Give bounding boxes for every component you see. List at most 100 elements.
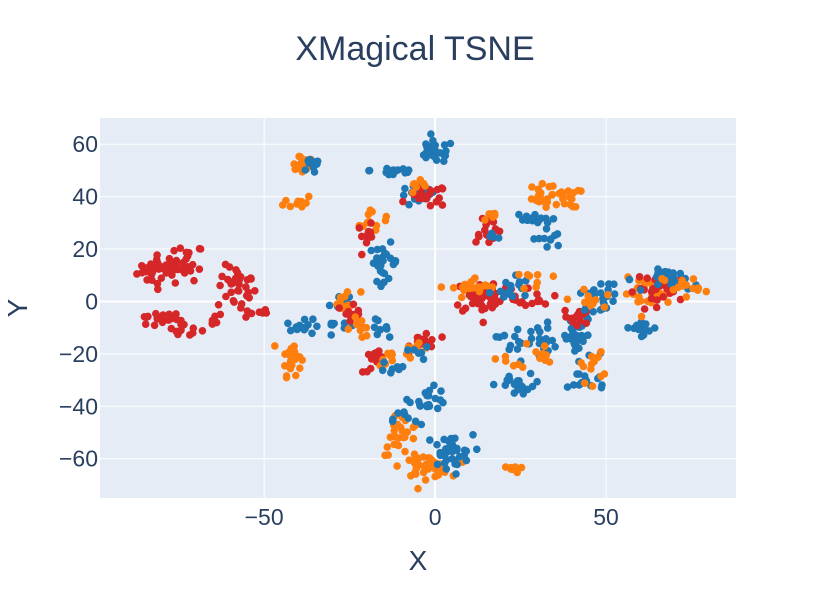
data-points	[133, 130, 711, 493]
data-point-red	[174, 330, 182, 339]
data-point-orange	[460, 286, 468, 295]
data-point-red	[190, 276, 198, 285]
data-point-blue	[327, 320, 335, 329]
data-point-blue	[580, 306, 589, 315]
data-point-blue	[551, 343, 559, 351]
data-point-blue	[383, 164, 391, 173]
data-point-blue	[373, 245, 382, 254]
data-point-orange	[534, 185, 543, 194]
data-point-blue	[400, 408, 408, 416]
data-point-blue	[386, 238, 395, 246]
data-point-red	[417, 188, 425, 197]
data-point-orange	[485, 210, 493, 218]
data-point-blue	[448, 440, 457, 449]
data-point-blue	[597, 289, 605, 297]
data-point-red	[438, 201, 447, 209]
data-point-orange	[414, 484, 422, 493]
data-point-orange	[281, 362, 289, 370]
data-point-orange	[290, 347, 299, 356]
data-point-orange	[482, 281, 491, 290]
data-point-blue	[554, 241, 562, 250]
data-point-blue	[370, 323, 379, 332]
data-point-orange	[286, 357, 295, 365]
data-point-red	[177, 320, 185, 329]
data-point-blue	[625, 275, 634, 284]
data-point-blue	[610, 290, 619, 298]
data-point-orange	[587, 352, 596, 361]
data-point-blue	[416, 400, 424, 409]
data-point-blue	[385, 333, 394, 341]
data-point-blue	[451, 434, 459, 443]
data-point-blue	[391, 257, 400, 265]
data-point-blue	[299, 323, 308, 332]
data-point-orange	[358, 333, 366, 342]
y-tick-label: 0	[85, 288, 98, 314]
data-point-red	[438, 333, 446, 341]
data-point-blue	[543, 243, 551, 251]
data-point-red	[426, 201, 435, 210]
data-point-orange	[282, 196, 290, 205]
data-point-blue	[433, 460, 442, 469]
data-point-blue	[301, 166, 310, 174]
data-point-red	[157, 274, 166, 283]
data-point-blue	[543, 318, 552, 327]
data-point-blue	[430, 381, 438, 390]
y-tick-label: 60	[72, 131, 98, 157]
data-point-blue	[404, 346, 412, 354]
data-point-blue	[365, 166, 373, 175]
data-point-red	[152, 309, 160, 318]
data-point-orange	[520, 284, 528, 293]
data-point-blue	[533, 377, 541, 386]
data-point-red	[230, 298, 238, 306]
data-point-red	[179, 258, 187, 267]
data-point-orange	[393, 462, 401, 470]
data-point-blue	[515, 210, 523, 219]
data-point-blue	[367, 246, 376, 255]
data-point-red	[153, 279, 162, 288]
data-point-blue	[650, 324, 659, 332]
data-point-orange	[282, 373, 291, 382]
data-point-orange	[678, 280, 687, 289]
data-point-orange	[682, 293, 691, 301]
data-point-blue	[452, 470, 460, 478]
data-point-orange	[409, 180, 418, 188]
data-point-blue	[526, 369, 535, 378]
data-point-red	[481, 226, 489, 234]
data-point-blue	[426, 436, 434, 444]
data-point-blue	[446, 139, 455, 148]
data-point-red	[221, 260, 230, 269]
data-point-blue	[633, 321, 641, 330]
data-point-orange	[585, 294, 593, 303]
data-point-red	[399, 197, 407, 206]
data-point-red	[242, 313, 250, 321]
data-point-blue	[473, 445, 481, 454]
data-point-red	[172, 315, 181, 324]
data-point-blue	[419, 355, 428, 364]
data-point-blue	[423, 401, 431, 410]
data-point-blue	[387, 369, 395, 377]
data-point-orange	[271, 342, 279, 350]
data-point-red	[420, 335, 429, 344]
data-point-red	[150, 321, 159, 330]
data-point-red	[182, 248, 191, 257]
data-point-red	[461, 304, 470, 313]
data-point-blue	[422, 148, 431, 156]
data-point-red	[167, 324, 176, 333]
data-point-red	[243, 307, 252, 315]
data-point-blue	[527, 327, 535, 336]
data-point-blue	[546, 236, 555, 244]
data-point-red	[216, 281, 224, 290]
data-point-orange	[637, 312, 646, 321]
data-point-orange	[588, 382, 597, 391]
data-point-blue	[645, 327, 653, 335]
data-point-blue	[530, 235, 538, 243]
data-point-blue	[440, 452, 449, 460]
x-tick-label: 0	[429, 504, 442, 530]
y-tick-label: 20	[72, 236, 98, 262]
data-point-red	[164, 264, 173, 273]
data-point-orange	[490, 209, 499, 218]
data-point-red	[422, 194, 431, 203]
data-point-orange	[501, 463, 510, 471]
plot-area	[100, 118, 736, 498]
data-point-blue	[549, 215, 558, 223]
